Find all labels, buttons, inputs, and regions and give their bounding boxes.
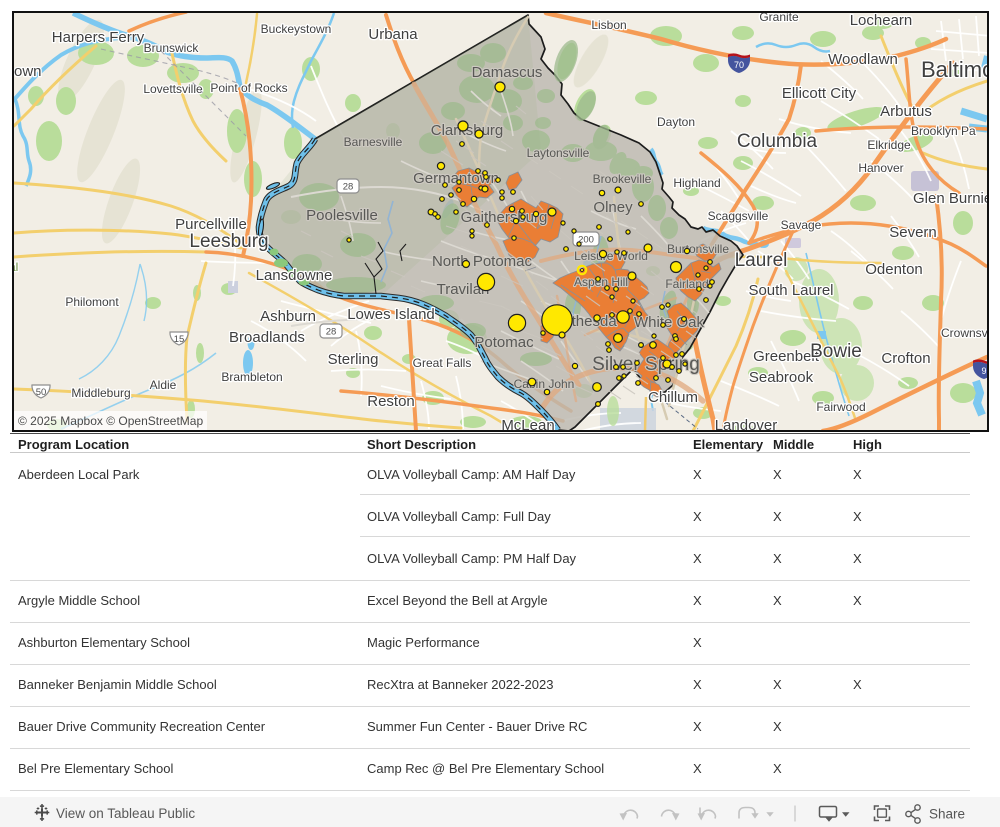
svg-text:Purcellville: Purcellville [175,216,247,233]
svg-text:Crownsville: Crownsville [941,326,987,340]
svg-text:Ashburn: Ashburn [260,308,316,325]
svg-text:Burtonsville: Burtonsville [667,242,729,256]
svg-text:Leisure World: Leisure World [574,249,648,263]
svg-text:Great Falls: Great Falls [413,356,472,370]
svg-text:Middleburg: Middleburg [71,386,130,400]
svg-text:Sterling: Sterling [328,351,379,368]
svg-text:Columbia: Columbia [737,131,818,152]
svg-text:Lowes Island: Lowes Island [347,306,435,323]
svg-text:Lochearn: Lochearn [850,13,913,29]
svg-text:Arbutus: Arbutus [880,103,932,120]
svg-text:Leesburg: Leesburg [189,231,268,252]
svg-text:Crofton: Crofton [881,350,930,367]
svg-text:Damascus: Damascus [472,64,543,81]
svg-text:Share: Share [929,807,965,822]
svg-text:Woodlawn: Woodlawn [828,51,898,68]
svg-text:Brambleton: Brambleton [221,370,282,384]
svg-text:Laytonsville: Laytonsville [527,146,590,160]
svg-text:Bowie: Bowie [810,341,862,362]
svg-text:Urbana: Urbana [368,26,418,43]
svg-text:Point of Rocks: Point of Rocks [210,81,287,95]
svg-text:© 2025 Mapbox © OpenStreetMap: © 2025 Mapbox © OpenStreetMap [18,414,203,428]
svg-text:Glen Burnie: Glen Burnie [913,190,987,207]
svg-text:200: 200 [578,235,594,246]
svg-text:Olney: Olney [593,199,633,216]
svg-text:Lovettsville: Lovettsville [143,82,203,96]
svg-text:Elkridge: Elkridge [867,138,911,152]
svg-text:Laurel: Laurel [735,250,788,271]
svg-text:Seabrook: Seabrook [749,369,814,386]
svg-text:Hanover: Hanover [858,161,903,175]
svg-text:Gaithersburg: Gaithersburg [461,209,548,226]
svg-text:Dayton: Dayton [657,115,695,129]
svg-text:Barnesville: Barnesville [344,135,403,149]
svg-text:Broadlands: Broadlands [229,329,305,346]
svg-text:Harpers Ferry: Harpers Ferry [52,29,145,46]
svg-text:Philomont: Philomont [65,295,119,309]
svg-text:Chillum: Chillum [648,389,698,406]
svg-text:Brookeville: Brookeville [593,172,652,186]
svg-text:Travilah: Travilah [437,281,490,298]
svg-text:Aspen Hill: Aspen Hill [574,275,628,289]
svg-text:50: 50 [36,387,47,398]
svg-text:McLean: McLean [501,417,554,430]
svg-text:Clarksburg: Clarksburg [431,122,504,139]
svg-text:Reston: Reston [367,393,415,410]
svg-text:Lisbon: Lisbon [591,18,626,32]
svg-text:Cabin John: Cabin John [514,377,575,391]
svg-text:Ellicott City: Ellicott City [782,85,857,102]
svg-text:Lansdowne: Lansdowne [256,267,333,284]
svg-text:Fairland: Fairland [665,277,708,291]
svg-text:Brunswick: Brunswick [144,41,200,55]
svg-text:own: own [14,63,42,80]
svg-text:View on Tableau Public: View on Tableau Public [56,806,195,821]
svg-text:White Oak: White Oak [634,314,705,331]
svg-text:9: 9 [981,366,986,376]
svg-text:Scaggsville: Scaggsville [708,209,769,223]
svg-text:South Laurel: South Laurel [748,282,833,299]
svg-text:Potomac: Potomac [474,334,534,351]
svg-text:70: 70 [734,60,744,70]
svg-text:15: 15 [174,334,185,345]
svg-text:Severn: Severn [889,224,937,241]
svg-text:Greenbelt: Greenbelt [753,348,820,365]
svg-text:Brooklyn Pa: Brooklyn Pa [911,124,976,138]
svg-text:Odenton: Odenton [865,261,923,278]
svg-text:North Potomac: North Potomac [432,253,533,270]
svg-text:Landover: Landover [715,417,778,430]
svg-text:Poolesville: Poolesville [306,207,378,224]
svg-text:Highland: Highland [673,176,720,190]
svg-text:tional: tional [14,260,18,274]
svg-text:Baltimore: Baltimore [921,57,987,82]
svg-text:Granite: Granite [759,13,799,24]
svg-text:Fairwood: Fairwood [816,400,865,414]
svg-text:Savage: Savage [781,218,822,232]
svg-text:28: 28 [343,182,354,193]
svg-text:28: 28 [326,327,337,338]
svg-text:Buckeystown: Buckeystown [261,22,332,36]
svg-text:Aldie: Aldie [150,378,177,392]
